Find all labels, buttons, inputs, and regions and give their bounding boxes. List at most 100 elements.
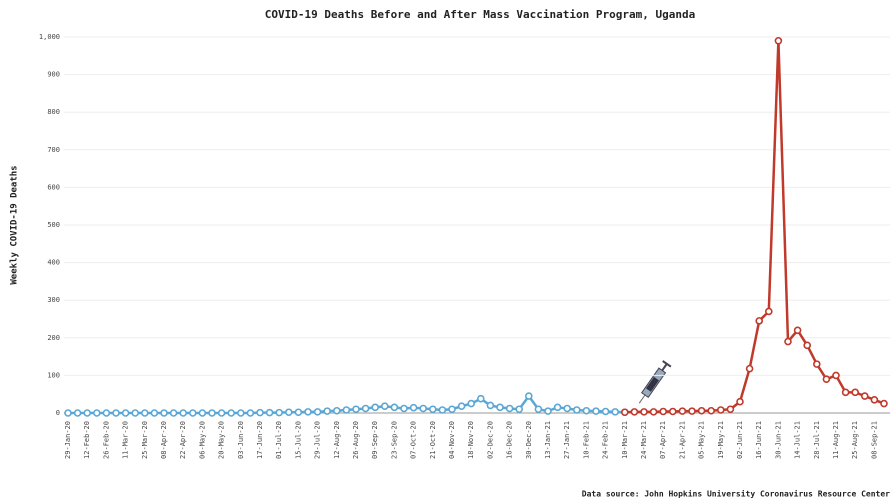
data-point bbox=[496, 403, 504, 412]
data-point bbox=[179, 409, 187, 417]
data-point bbox=[784, 337, 792, 346]
data-point bbox=[332, 406, 341, 415]
data-point bbox=[380, 402, 389, 411]
data-point bbox=[851, 388, 860, 397]
x-tick-label: 13-Jan-21 bbox=[544, 421, 552, 459]
data-point bbox=[822, 375, 831, 383]
y-tick-label: 200 bbox=[47, 334, 60, 342]
data-point bbox=[390, 403, 399, 412]
x-tick-label: 20-May-20 bbox=[218, 421, 226, 459]
data-point bbox=[832, 371, 840, 380]
data-point bbox=[774, 36, 783, 45]
x-tick-label: 26-Aug-20 bbox=[352, 421, 360, 459]
data-point bbox=[467, 399, 476, 408]
data-point bbox=[256, 408, 264, 417]
x-tick-label: 23-Sep-20 bbox=[390, 421, 398, 459]
data-point bbox=[265, 408, 274, 417]
x-tick-label: 07-Oct-20 bbox=[410, 421, 418, 459]
x-tick-label: 16-Dec-20 bbox=[506, 421, 514, 459]
data-point bbox=[870, 396, 879, 404]
data-point bbox=[534, 405, 543, 414]
x-tick-label: 30-Dec-20 bbox=[525, 421, 533, 459]
data-point bbox=[409, 403, 418, 412]
data-point bbox=[217, 409, 226, 417]
data-point bbox=[150, 409, 159, 417]
data-point bbox=[275, 408, 284, 417]
x-tick-label: 02-Jun-21 bbox=[736, 421, 744, 459]
data-point bbox=[246, 409, 255, 417]
x-tick-label: 06-May-20 bbox=[198, 421, 206, 459]
data-point bbox=[716, 406, 725, 414]
data-point bbox=[342, 406, 351, 414]
data-point bbox=[83, 409, 91, 417]
data-point bbox=[620, 408, 629, 417]
data-point bbox=[131, 409, 139, 417]
x-tick-label: 22-Apr-20 bbox=[179, 421, 187, 459]
x-tick-label: 05-May-21 bbox=[698, 421, 706, 459]
x-tick-label: 04-Nov-20 bbox=[448, 421, 456, 459]
x-tick-label: 03-Jun-20 bbox=[237, 421, 245, 459]
data-point bbox=[361, 404, 370, 413]
data-point bbox=[582, 406, 591, 415]
x-tick-label: 08-Apr-20 bbox=[160, 421, 168, 459]
data-point bbox=[803, 341, 812, 350]
x-tick-label: 17-Jun-20 bbox=[256, 421, 264, 459]
data-point bbox=[448, 405, 456, 414]
data-point bbox=[121, 409, 130, 417]
x-tick-label: 28-Jul-21 bbox=[813, 421, 821, 459]
data-point bbox=[755, 317, 764, 325]
data-point bbox=[601, 407, 610, 416]
data-point bbox=[428, 405, 437, 414]
data-point bbox=[457, 402, 466, 411]
x-tick-label: 15-Jul-20 bbox=[294, 421, 302, 459]
data-point bbox=[64, 409, 72, 417]
data-point bbox=[284, 408, 293, 417]
data-point bbox=[860, 392, 869, 400]
data-point bbox=[323, 407, 332, 415]
x-tick-label: 01-Jul-20 bbox=[275, 421, 283, 459]
x-tick-label: 21-Oct-20 bbox=[429, 421, 437, 459]
series-line bbox=[624, 40, 885, 414]
data-point bbox=[73, 409, 82, 417]
x-tick-label: 09-Sep-20 bbox=[371, 421, 379, 459]
data-point bbox=[697, 406, 706, 415]
data-point bbox=[572, 406, 581, 414]
data-point bbox=[812, 360, 821, 368]
data-point bbox=[160, 409, 168, 417]
x-tick-label: 16-Jun-21 bbox=[755, 421, 763, 459]
x-tick-label: 12-Feb-20 bbox=[83, 421, 91, 459]
data-point bbox=[515, 405, 524, 414]
data-point bbox=[678, 407, 687, 415]
data-point bbox=[93, 409, 101, 417]
data-point bbox=[208, 409, 216, 417]
x-tick-label: 07-Apr-21 bbox=[659, 421, 667, 459]
x-tick-label: 24-Mar-21 bbox=[640, 421, 648, 459]
data-point bbox=[237, 409, 245, 417]
data-point bbox=[371, 403, 380, 412]
data-point bbox=[524, 392, 533, 400]
x-tick-label: 24-Feb-21 bbox=[602, 421, 610, 459]
y-tick-label: 500 bbox=[47, 221, 60, 229]
x-tick-label: 10-Mar-21 bbox=[621, 421, 629, 459]
data-point bbox=[304, 408, 312, 416]
data-point bbox=[553, 403, 562, 412]
data-point bbox=[726, 405, 735, 414]
data-point bbox=[352, 405, 360, 414]
y-tick-label: 300 bbox=[47, 296, 60, 304]
x-tick-label: 10-Feb-21 bbox=[582, 421, 590, 459]
x-tick-label: 18-Nov-20 bbox=[467, 421, 475, 459]
data-point bbox=[112, 409, 120, 417]
y-tick-label: 400 bbox=[47, 259, 60, 267]
data-point bbox=[880, 399, 888, 408]
source-note: Data source: John Hopkins University Cor… bbox=[582, 489, 890, 499]
y-tick-label: 900 bbox=[47, 71, 60, 79]
data-point bbox=[141, 409, 149, 417]
y-tick-label: 1,000 bbox=[39, 33, 60, 41]
data-point bbox=[189, 409, 197, 417]
data-point bbox=[294, 408, 303, 417]
x-tick-label: 12-Aug-20 bbox=[333, 421, 341, 459]
data-point bbox=[649, 408, 658, 416]
data-point bbox=[630, 408, 639, 416]
data-point bbox=[419, 404, 428, 413]
